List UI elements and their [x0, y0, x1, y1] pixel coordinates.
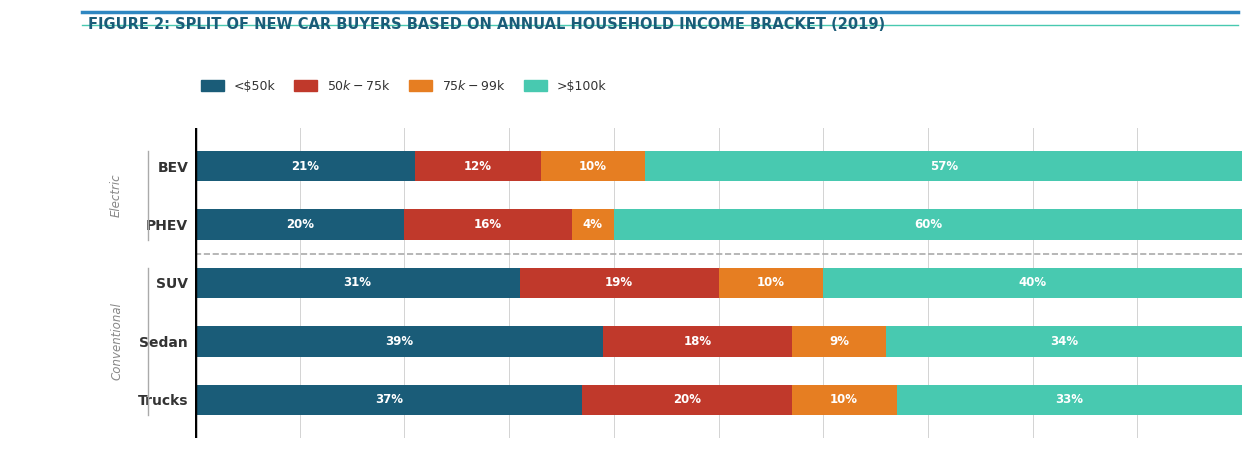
Bar: [415, 151, 541, 182]
Bar: [603, 326, 792, 357]
Bar: [645, 151, 1242, 182]
Bar: [195, 268, 519, 298]
Bar: [195, 151, 415, 182]
Text: 31%: 31%: [343, 276, 371, 290]
Text: Electric: Electric: [111, 174, 123, 217]
Text: 12%: 12%: [464, 160, 491, 173]
Text: 39%: 39%: [385, 335, 414, 348]
Text: 57%: 57%: [930, 160, 958, 173]
Text: 34%: 34%: [1050, 335, 1079, 348]
Bar: [195, 326, 603, 357]
Legend: <$50k, $50k-$75k, $75k-$99k, >$100k: <$50k, $50k-$75k, $75k-$99k, >$100k: [201, 79, 606, 93]
Bar: [896, 384, 1242, 415]
Text: FIGURE 2: SPLIT OF NEW CAR BUYERS BASED ON ANNUAL HOUSEHOLD INCOME BRACKET (2019: FIGURE 2: SPLIT OF NEW CAR BUYERS BASED …: [88, 18, 885, 32]
Text: 9%: 9%: [828, 335, 848, 348]
Bar: [195, 384, 582, 415]
Bar: [519, 268, 719, 298]
Bar: [405, 209, 572, 240]
Text: 4%: 4%: [583, 218, 603, 231]
Text: 16%: 16%: [474, 218, 503, 231]
Text: 20%: 20%: [674, 393, 701, 406]
Bar: [572, 209, 613, 240]
Bar: [613, 209, 1242, 240]
Bar: [541, 151, 645, 182]
Text: 10%: 10%: [757, 276, 784, 290]
Text: 10%: 10%: [830, 393, 859, 406]
Bar: [582, 384, 792, 415]
Bar: [792, 384, 896, 415]
Text: 10%: 10%: [579, 160, 607, 173]
Text: 37%: 37%: [375, 393, 402, 406]
Bar: [792, 326, 886, 357]
Text: 20%: 20%: [285, 218, 314, 231]
Bar: [823, 268, 1242, 298]
Text: 19%: 19%: [605, 276, 634, 290]
Text: Conventional: Conventional: [111, 303, 123, 380]
Bar: [719, 268, 823, 298]
Text: 18%: 18%: [684, 335, 711, 348]
Bar: [886, 326, 1242, 357]
Text: 21%: 21%: [292, 160, 319, 173]
Text: 60%: 60%: [914, 218, 941, 231]
Text: 40%: 40%: [1018, 276, 1047, 290]
Text: 33%: 33%: [1056, 393, 1084, 406]
Bar: [195, 209, 405, 240]
